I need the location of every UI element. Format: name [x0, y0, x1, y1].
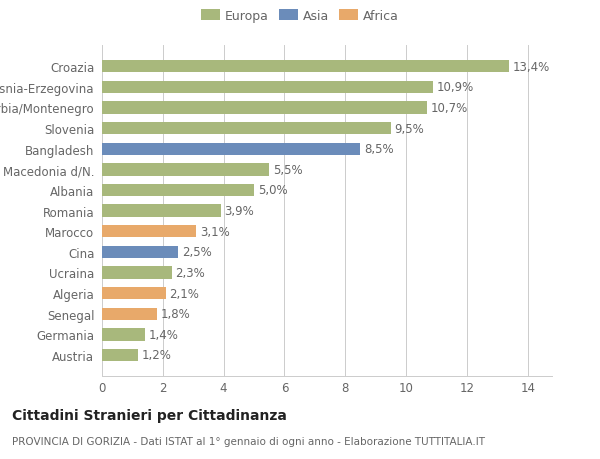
Text: 13,4%: 13,4%	[513, 61, 550, 73]
Text: PROVINCIA DI GORIZIA - Dati ISTAT al 1° gennaio di ogni anno - Elaborazione TUTT: PROVINCIA DI GORIZIA - Dati ISTAT al 1° …	[12, 436, 485, 446]
Text: 5,0%: 5,0%	[257, 184, 287, 197]
Text: 2,5%: 2,5%	[182, 246, 211, 259]
Text: 2,1%: 2,1%	[170, 287, 199, 300]
Text: 3,1%: 3,1%	[200, 225, 230, 238]
Text: 1,2%: 1,2%	[142, 349, 172, 362]
Bar	[102, 225, 196, 238]
Text: 5,5%: 5,5%	[273, 163, 302, 176]
Bar	[102, 123, 391, 135]
Bar	[102, 267, 172, 279]
Text: 8,5%: 8,5%	[364, 143, 394, 156]
Bar	[102, 82, 433, 94]
Text: 10,9%: 10,9%	[437, 81, 475, 94]
Text: 1,4%: 1,4%	[148, 328, 178, 341]
Bar	[102, 185, 254, 197]
Text: 3,9%: 3,9%	[224, 205, 254, 218]
Bar	[102, 349, 139, 361]
Text: Cittadini Stranieri per Cittadinanza: Cittadini Stranieri per Cittadinanza	[12, 409, 287, 422]
Legend: Europa, Asia, Africa: Europa, Asia, Africa	[197, 6, 403, 27]
Text: 1,8%: 1,8%	[160, 308, 190, 320]
Bar	[102, 308, 157, 320]
Bar	[102, 329, 145, 341]
Bar	[102, 246, 178, 258]
Text: 9,5%: 9,5%	[395, 123, 424, 135]
Bar	[102, 143, 361, 156]
Bar	[102, 102, 427, 114]
Bar	[102, 164, 269, 176]
Bar	[102, 61, 509, 73]
Bar	[102, 205, 221, 217]
Text: 10,7%: 10,7%	[431, 102, 468, 115]
Text: 2,3%: 2,3%	[176, 266, 205, 280]
Bar	[102, 287, 166, 300]
